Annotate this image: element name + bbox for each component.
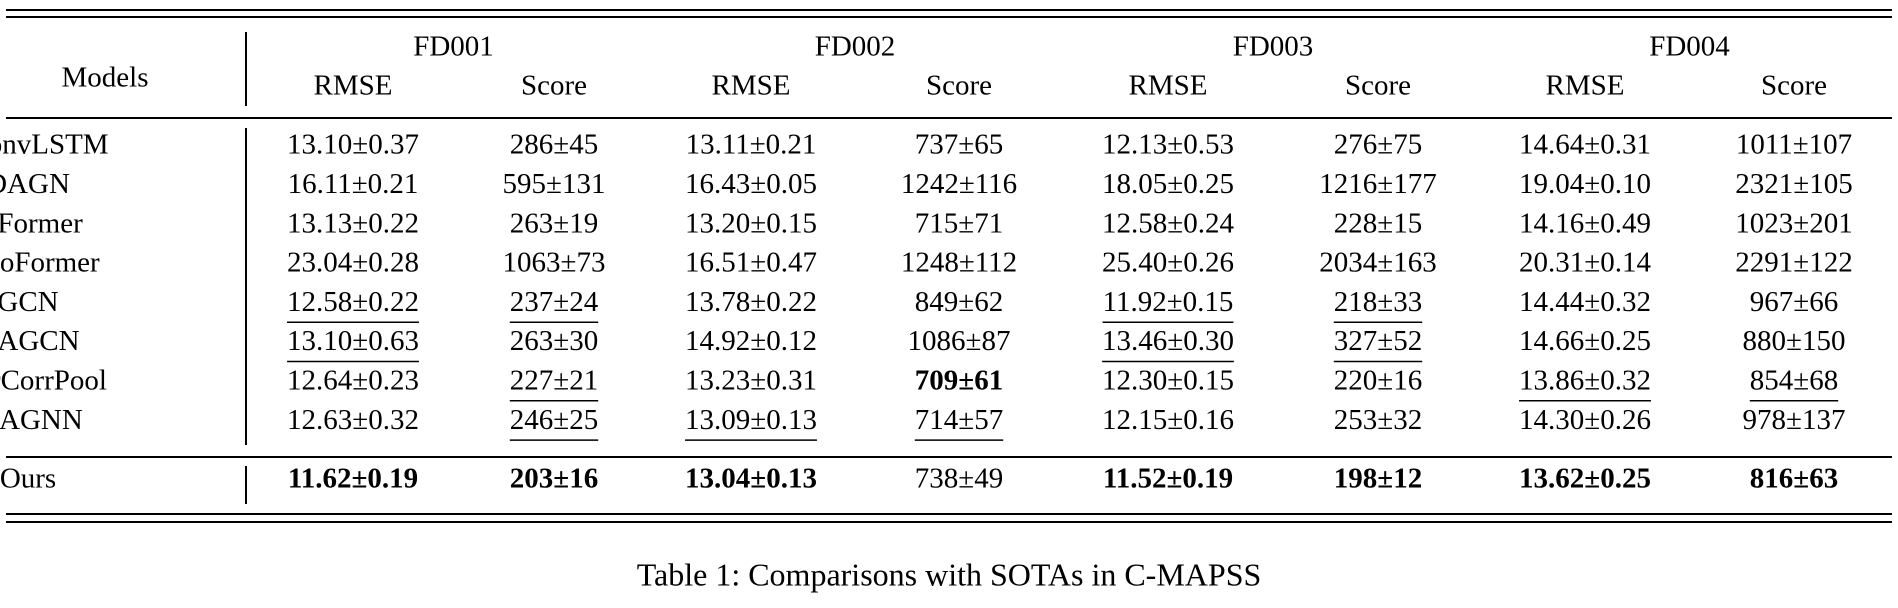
cell-value: 13.20±0.15 (685, 207, 817, 239)
cell-value: 13.78±0.22 (685, 286, 817, 318)
cell-value: 2321±105 (1735, 168, 1852, 200)
model-name: HierCorrPool (0, 364, 107, 396)
cell-value: 816±63 (1750, 463, 1838, 495)
metric-header: Score (1761, 70, 1827, 102)
cell-value: 13.62±0.25 (1519, 463, 1651, 495)
cell-value: 880±150 (1743, 325, 1846, 357)
model-name: Ours (0, 463, 56, 495)
cell-value: 227±21 (510, 364, 598, 396)
cell-value: 14.44±0.32 (1519, 286, 1651, 318)
cell-value: 13.09±0.13 (685, 404, 817, 436)
cell-value: 1011±107 (1736, 129, 1852, 161)
cell-value: 1216±177 (1319, 168, 1436, 200)
caption: Table 1: Comparisons with SOTAs in C-MAP… (637, 556, 1262, 592)
model-name: AutoFormer (0, 247, 100, 279)
cell-value: 14.30±0.26 (1519, 404, 1651, 436)
cell-value: 714±57 (915, 404, 1003, 436)
cell-value: 12.63±0.32 (287, 404, 419, 436)
cell-value: 253±32 (1334, 404, 1422, 436)
model-name: MAGNN (0, 404, 83, 436)
cell-value: 276±75 (1334, 129, 1422, 161)
model-name: DAGN (0, 168, 70, 200)
metric-header: Score (926, 70, 992, 102)
cell-value: 1023±201 (1735, 207, 1852, 239)
cell-value: 978±137 (1743, 404, 1846, 436)
cell-value: 246±25 (510, 404, 598, 436)
group-header: FD001 (413, 31, 494, 63)
cell-value: 286±45 (510, 129, 598, 161)
cell-value: 709±61 (915, 364, 1003, 396)
cell-value: 13.23±0.31 (685, 364, 817, 396)
cell-value: 12.58±0.24 (1102, 207, 1234, 239)
metric-header: RMSE (1546, 70, 1625, 102)
cell-value: 218±33 (1334, 286, 1422, 318)
cell-value: 11.92±0.15 (1103, 286, 1234, 318)
cell-value: 12.13±0.53 (1102, 129, 1234, 161)
cell-value: 13.10±0.63 (287, 325, 419, 357)
cell-value: 11.62±0.19 (288, 463, 418, 495)
cell-value: 715±71 (915, 207, 1003, 239)
metric-header: Score (1345, 70, 1411, 102)
cell-value: 13.46±0.30 (1102, 325, 1234, 357)
cell-value: 14.16±0.49 (1519, 207, 1651, 239)
cell-value: 198±12 (1334, 463, 1422, 495)
cell-value: 738±49 (915, 463, 1003, 495)
cell-value: 16.11±0.21 (288, 168, 419, 200)
models-header: Models (62, 62, 149, 94)
cell-value: 263±30 (510, 325, 598, 357)
cell-value: 854±68 (1750, 364, 1838, 396)
model-name: InFormer (0, 207, 83, 239)
cell-value: 220±16 (1334, 364, 1422, 396)
metric-header: RMSE (712, 70, 791, 102)
cell-value: 1063±73 (503, 247, 606, 279)
cell-value: 18.05±0.25 (1102, 168, 1234, 200)
cell-value: 12.58±0.22 (287, 286, 419, 318)
cell-value: 2291±122 (1735, 247, 1852, 279)
cell-value: 12.64±0.23 (287, 364, 419, 396)
cell-value: 737±65 (915, 129, 1003, 161)
cell-value: 237±24 (510, 286, 599, 318)
cell-value: 16.43±0.05 (685, 168, 817, 200)
cell-value: 228±15 (1334, 207, 1422, 239)
cell-value: 12.15±0.16 (1102, 404, 1234, 436)
cell-value: 1242±116 (901, 168, 1017, 200)
cell-value: 16.51±0.47 (685, 247, 817, 279)
cell-value: 203±16 (510, 463, 598, 495)
cell-value: 327±52 (1334, 325, 1422, 357)
cell-value: 1086±87 (908, 325, 1011, 357)
cell-value: 967±66 (1750, 286, 1838, 318)
model-name: HAGCN (0, 325, 80, 357)
cell-value: 13.10±0.37 (287, 129, 419, 161)
cell-value: 19.04±0.10 (1519, 168, 1651, 200)
cell-value: 14.64±0.31 (1519, 129, 1651, 161)
cell-value: 14.66±0.25 (1519, 325, 1651, 357)
cell-value: 23.04±0.28 (287, 247, 419, 279)
cell-value: 13.13±0.22 (287, 207, 419, 239)
model-name: AConvLSTM (0, 129, 109, 161)
cell-value: 20.31±0.14 (1519, 247, 1651, 279)
cell-value: 13.86±0.32 (1519, 364, 1651, 396)
cell-value: 13.11±0.21 (686, 129, 817, 161)
group-header: FD004 (1649, 31, 1730, 63)
cell-value: 595±131 (503, 168, 606, 200)
metric-header: Score (521, 70, 587, 102)
cell-value: 263±19 (510, 207, 598, 239)
group-header: FD002 (815, 31, 896, 63)
model-name: GCN (0, 286, 59, 318)
group-header: FD003 (1233, 31, 1314, 63)
cell-value: 25.40±0.26 (1102, 247, 1234, 279)
metric-header: RMSE (314, 70, 393, 102)
cell-value: 13.04±0.13 (685, 463, 817, 495)
cell-value: 11.52±0.19 (1103, 463, 1233, 495)
metric-header: RMSE (1129, 70, 1208, 102)
cell-value: 12.30±0.15 (1102, 364, 1234, 396)
cell-value: 1248±112 (901, 247, 1017, 279)
cell-value: 2034±163 (1319, 247, 1436, 279)
cell-value: 14.92±0.12 (685, 325, 817, 357)
cell-value: 849±62 (915, 286, 1003, 318)
